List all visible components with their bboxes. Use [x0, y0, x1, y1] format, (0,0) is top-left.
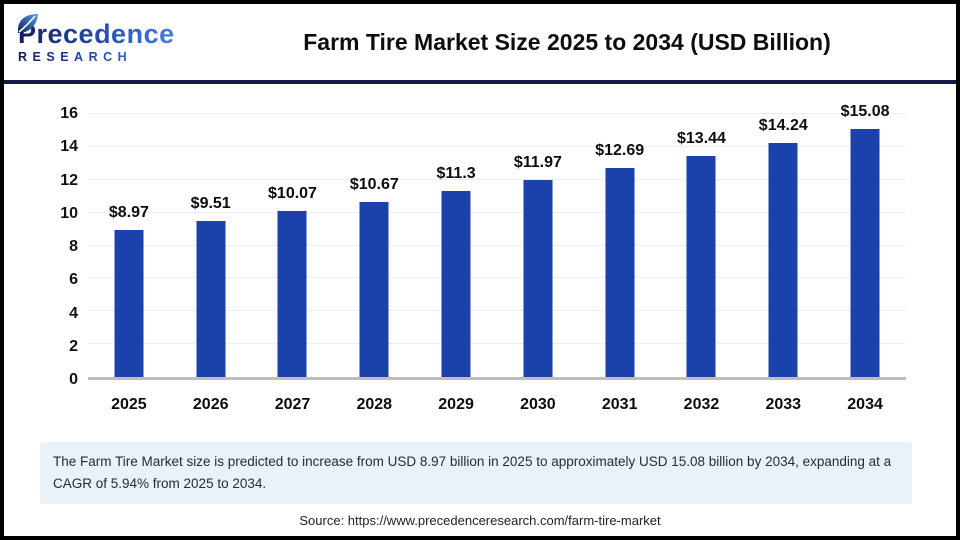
- bar: [359, 201, 389, 377]
- x-tick-label: 2026: [192, 396, 229, 413]
- bar: [768, 142, 798, 377]
- leaf-icon: [17, 13, 38, 33]
- logo-wordmark: Precedence: [18, 19, 196, 48]
- gridline: [88, 277, 906, 279]
- y-tick-label: 0: [69, 371, 78, 388]
- y-tick-label: 6: [69, 271, 78, 289]
- gridline: [88, 343, 906, 345]
- header-divider: [4, 80, 956, 84]
- x-tick-label: 2028: [356, 396, 393, 413]
- bar: [114, 229, 144, 377]
- bar-value-label: $9.51: [190, 194, 231, 212]
- bar-value-label: $12.69: [595, 142, 645, 160]
- bar-value-label: $11.3: [436, 165, 476, 183]
- x-tick-label: 2033: [765, 396, 802, 413]
- y-tick-label: 12: [60, 171, 78, 189]
- x-axis: 2025 2026 2027 2028 2029 2030 2031 2032 2033 2034: [88, 396, 906, 414]
- bar-value-label: $14.24: [758, 116, 808, 134]
- x-tick-label: 2032: [683, 396, 720, 413]
- bar: [605, 168, 635, 377]
- page-title: Farm Tire Market Size 2025 to 2034 (USD …: [303, 28, 831, 55]
- y-tick-label: 16: [60, 105, 78, 122]
- gridline: [88, 244, 906, 246]
- gridline: [88, 310, 906, 312]
- bar: [196, 220, 226, 377]
- bar-value-label: $13.44: [677, 130, 726, 148]
- gridline: [88, 211, 906, 213]
- bar-value-label: $8.97: [108, 203, 149, 221]
- bar: [277, 211, 307, 377]
- bar-slot: $11.97: [497, 114, 579, 377]
- x-tick-label: 2030: [520, 396, 556, 413]
- bar-value-label: $11.97: [513, 154, 562, 172]
- bar: [441, 191, 471, 377]
- bar-slot: $10.67: [333, 114, 415, 377]
- bar-value-label: $10.67: [349, 175, 399, 193]
- summary-callout: The Farm Tire Market size is predicted t…: [40, 442, 912, 504]
- y-tick-label: 8: [69, 238, 78, 255]
- bar-slot: $12.69: [579, 114, 661, 377]
- precedence-research-logo: Precedence RESEARCH: [17, 13, 196, 64]
- plot-area: $8.97 $9.51 $10.07 $10.67 $11.3 $11.97 $12.69 $…: [88, 103, 906, 380]
- gridline: [88, 145, 906, 147]
- bar-slot: $14.24: [742, 114, 824, 377]
- source-line: Source: https://www.precedenceresearch.c…: [299, 513, 661, 528]
- x-tick-label: 2031: [601, 396, 638, 413]
- bar-slot: $11.3: [415, 114, 497, 377]
- x-tick-label: 2027: [274, 396, 311, 413]
- x-tick-label: 2029: [438, 396, 474, 413]
- gridline: [88, 113, 906, 114]
- x-tick-label: 2034: [847, 396, 883, 413]
- bar-slot: $15.08: [824, 103, 906, 377]
- y-tick-label: 10: [60, 204, 78, 222]
- bar-slot: $10.07: [252, 114, 334, 377]
- y-tick-label: 14: [60, 138, 78, 156]
- bar-value-label: $15.08: [840, 103, 890, 121]
- bar: [850, 129, 880, 377]
- bar: [523, 180, 553, 377]
- y-tick-label: 4: [69, 304, 78, 322]
- bar-slot: $8.97: [88, 114, 170, 377]
- header: Precedence RESEARCH Farm Tire Market Siz…: [4, 4, 956, 80]
- bar: [686, 156, 716, 377]
- bar-slot: $13.44: [661, 114, 743, 377]
- bars-container: $8.97 $9.51 $10.07 $10.67 $11.3 $11.97 $12.69 $…: [88, 103, 906, 377]
- y-tick-label: 2: [69, 337, 78, 355]
- bar-value-label: $10.07: [268, 185, 317, 203]
- y-axis: 0 2 4 6 8 10 12 14 16: [4, 106, 78, 388]
- bar-slot: $9.51: [170, 114, 252, 377]
- x-tick-label: 2025: [111, 396, 147, 413]
- bar-chart: 0 2 4 6 8 10 12 14 16 $8.97 $9.51 $10.07 $10.67 $11.…: [4, 84, 956, 436]
- logo-subtitle: RESEARCH: [18, 50, 196, 64]
- gridline: [88, 178, 906, 180]
